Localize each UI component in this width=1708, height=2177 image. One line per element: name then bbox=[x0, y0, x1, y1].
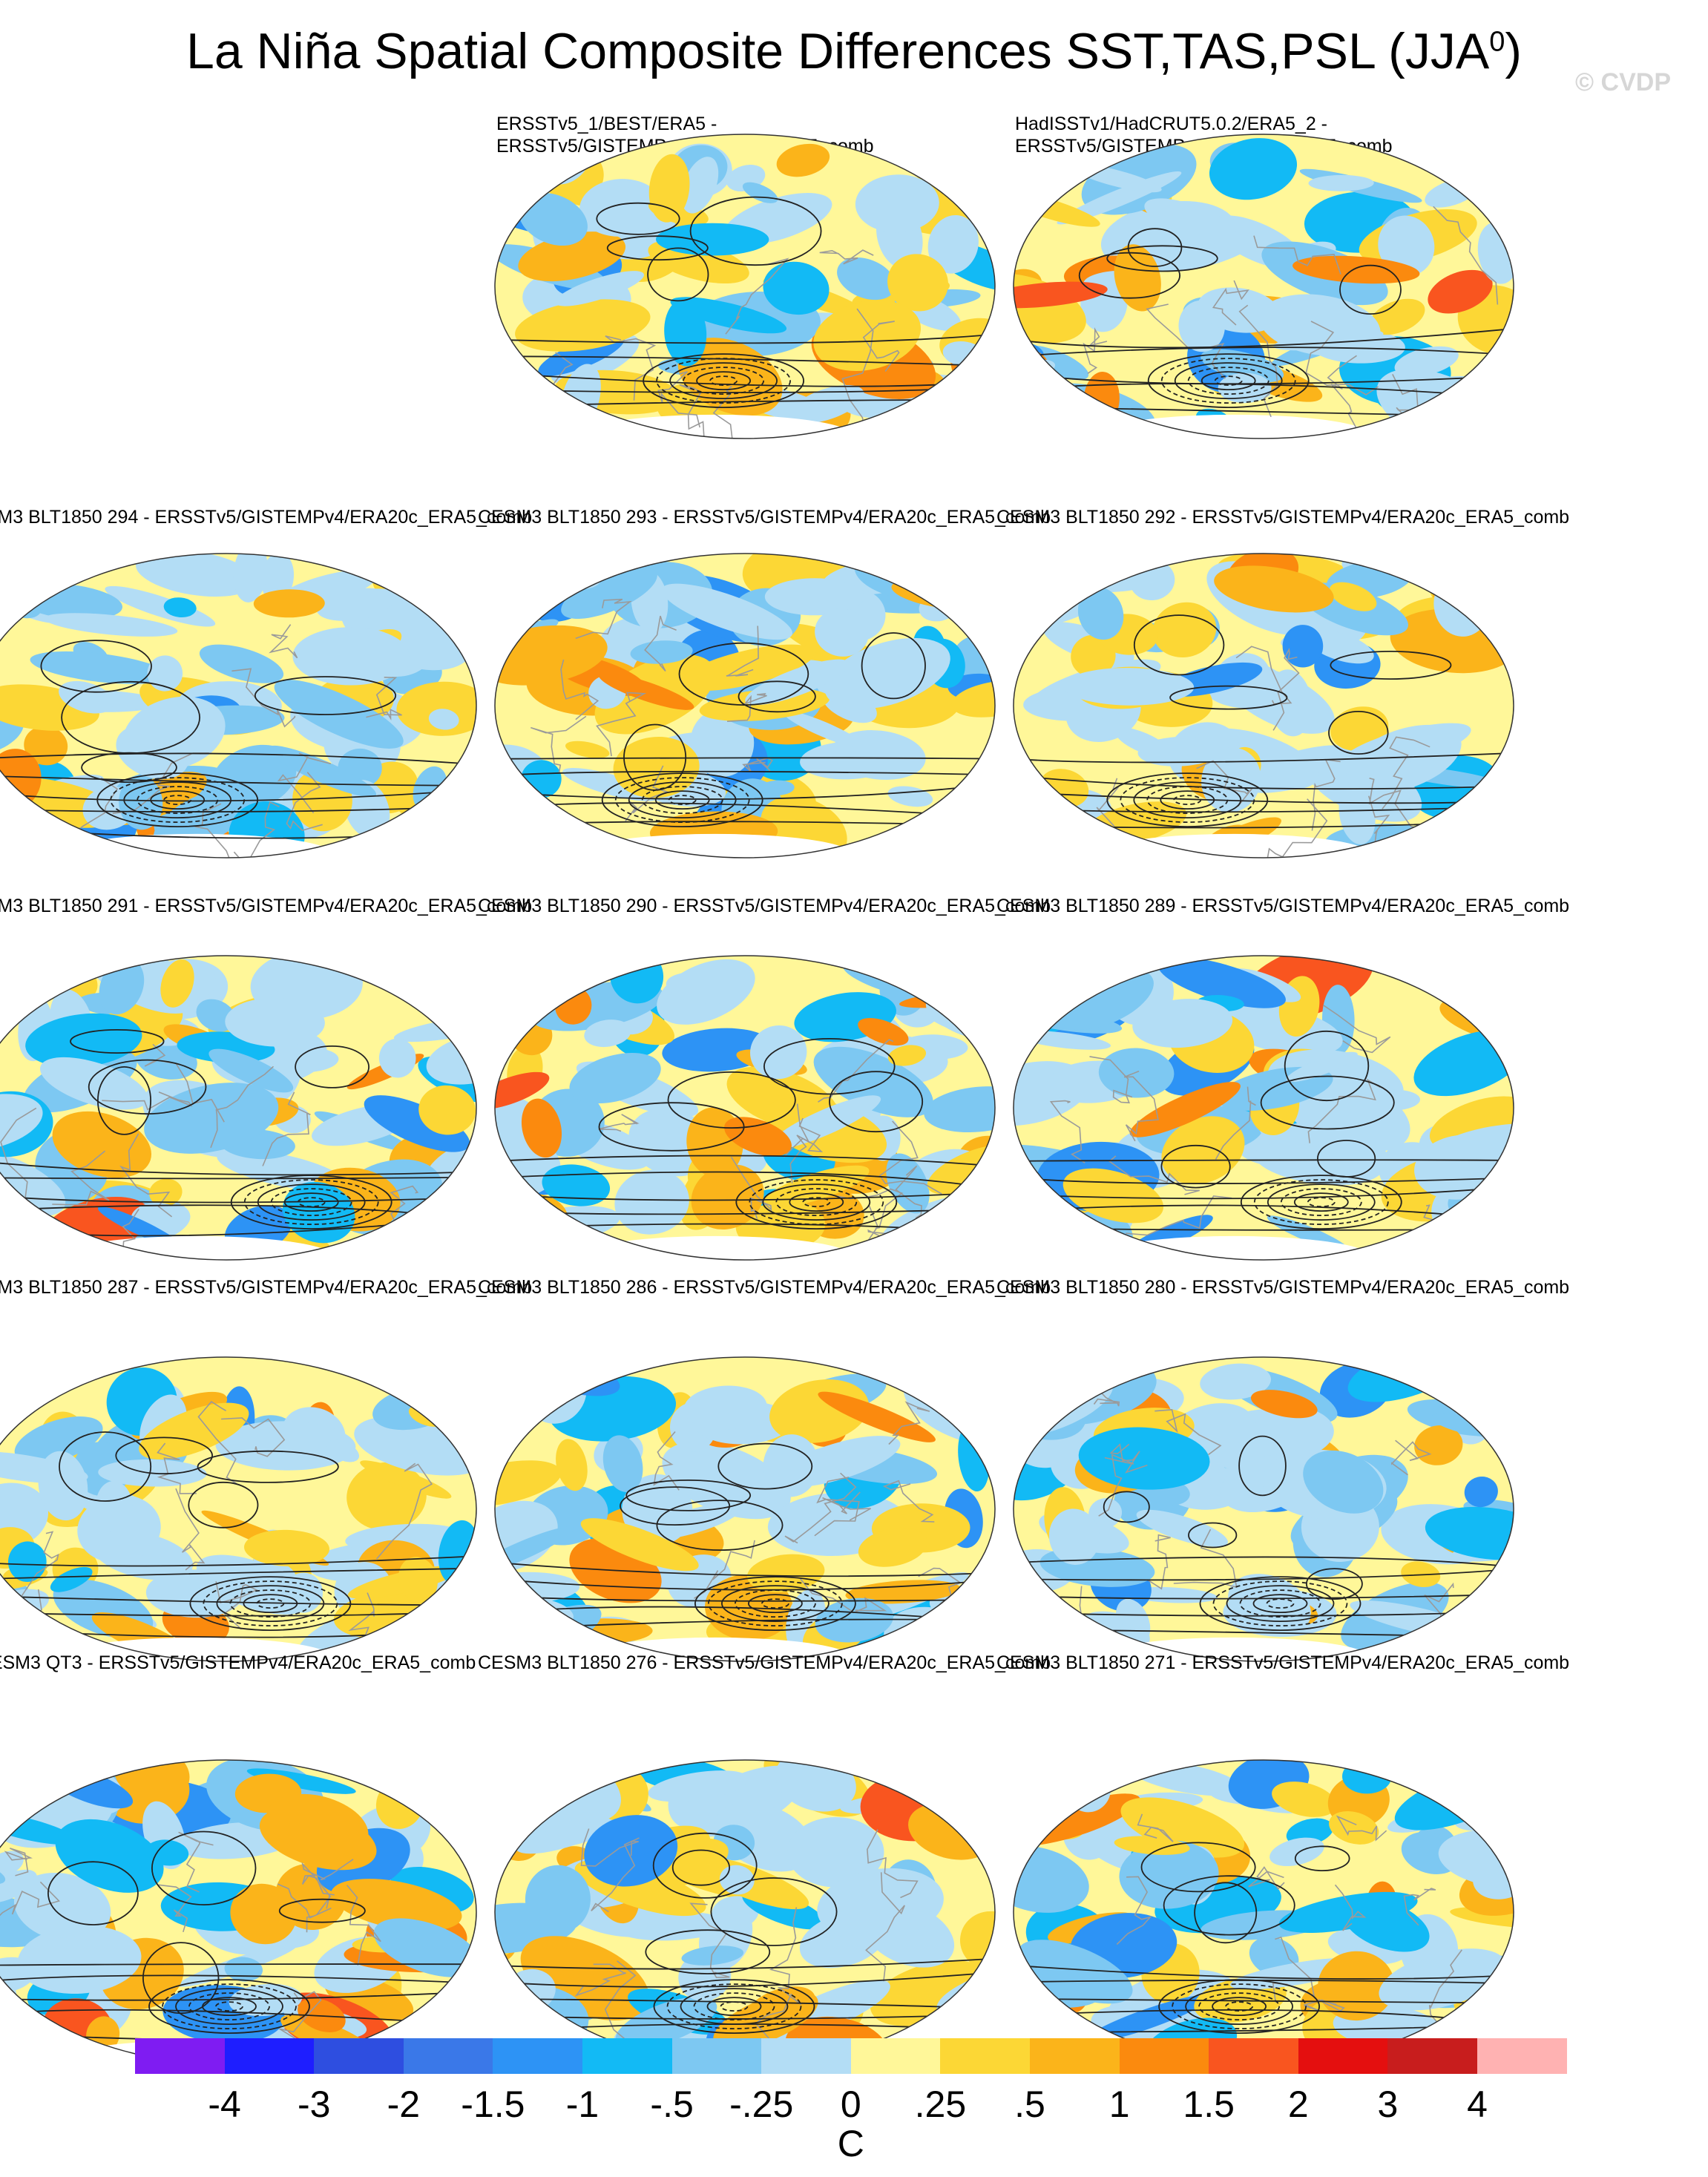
panel-title: CESM3 BLT1850 287 - ERSSTv5/GISTEMPv4/ER… bbox=[0, 1276, 533, 1298]
map-panel bbox=[1013, 1356, 1514, 1662]
panel-title-line: ERSSTv5_1/BEST/ERA5 - bbox=[496, 114, 717, 134]
panel-title-line: CESM3 BLT1850 293 - ERSSTv5/GISTEMPv4/ER… bbox=[478, 507, 1051, 528]
panel-title-line: CESM3 BLT1850 291 - ERSSTv5/GISTEMPv4/ER… bbox=[0, 896, 533, 916]
panel-title-line: CESM3 QT3 - ERSSTv5/GISTEMPv4/ERA20c_ERA… bbox=[0, 1652, 476, 1673]
figure-title: La Niña Spatial Composite Differences SS… bbox=[186, 23, 1522, 79]
map-panel bbox=[0, 1759, 477, 2065]
colorbar-swatch bbox=[1030, 2038, 1120, 2074]
panel-title: CESM3 BLT1850 292 - ERSSTv5/GISTEMPv4/ER… bbox=[996, 506, 1570, 528]
map-panel bbox=[1013, 955, 1514, 1261]
panel-title-line: CESM3 BLT1850 292 - ERSSTv5/GISTEMPv4/ER… bbox=[996, 507, 1570, 528]
colorbar-tick-label: -3 bbox=[297, 2084, 331, 2125]
panel-title: CESM3 BLT1850 276 - ERSSTv5/GISTEMPv4/ER… bbox=[478, 1652, 1051, 1674]
watermark: © CVDP bbox=[1575, 68, 1671, 96]
colorbar-tick-label: .25 bbox=[914, 2084, 967, 2125]
panel-title: CESM3 BLT1850 291 - ERSSTv5/GISTEMPv4/ER… bbox=[0, 895, 533, 917]
panel-title-line: CESM3 BLT1850 271 - ERSSTv5/GISTEMPv4/ER… bbox=[996, 1652, 1570, 1673]
map-panel bbox=[494, 553, 996, 858]
map-panel bbox=[0, 553, 477, 858]
colorbar-swatch bbox=[1387, 2038, 1478, 2074]
colorbar-tick-label: 0 bbox=[840, 2084, 861, 2125]
panel-title-line: CESM3 BLT1850 287 - ERSSTv5/GISTEMPv4/ER… bbox=[0, 1277, 533, 1298]
panel-title: CESM3 BLT1850 289 - ERSSTv5/GISTEMPv4/ER… bbox=[996, 895, 1570, 917]
panel-title: CESM3 BLT1850 280 - ERSSTv5/GISTEMPv4/ER… bbox=[996, 1276, 1570, 1298]
colorbar-tick-label: 1 bbox=[1108, 2084, 1130, 2125]
colorbar-tick-label: -1.5 bbox=[461, 2084, 525, 2125]
colorbar-swatch bbox=[940, 2038, 1031, 2074]
colorbar-tick-label: -.25 bbox=[729, 2084, 794, 2125]
map-panel bbox=[494, 1759, 996, 2065]
colorbar-swatch bbox=[582, 2038, 673, 2074]
colorbar-swatch bbox=[1209, 2038, 1299, 2074]
colorbar-swatch bbox=[314, 2038, 404, 2074]
colorbar-tick-label: 3 bbox=[1377, 2084, 1399, 2125]
panel-title: CESM3 BLT1850 293 - ERSSTv5/GISTEMPv4/ER… bbox=[478, 506, 1051, 528]
panel-title-line: CESM3 BLT1850 290 - ERSSTv5/GISTEMPv4/ER… bbox=[478, 896, 1051, 916]
map-panel bbox=[1013, 134, 1514, 439]
colorbar-swatch bbox=[850, 2038, 941, 2074]
colorbar-swatch bbox=[1477, 2038, 1568, 2074]
map-panel bbox=[494, 1356, 996, 1662]
colorbar-swatch bbox=[761, 2038, 852, 2074]
map-panel bbox=[494, 134, 996, 439]
colorbar-tick-label: 4 bbox=[1467, 2084, 1488, 2125]
panel-title-line: CESM3 BLT1850 276 - ERSSTv5/GISTEMPv4/ER… bbox=[478, 1652, 1051, 1673]
colorbar-tick-label: 1.5 bbox=[1183, 2084, 1235, 2125]
colorbar-tick-label: -1 bbox=[565, 2084, 600, 2125]
colorbar-swatch bbox=[403, 2038, 493, 2074]
colorbar-swatch bbox=[493, 2038, 583, 2074]
map-panel bbox=[0, 1356, 477, 1662]
map-panel bbox=[1013, 1759, 1514, 2065]
colorbar-swatch bbox=[224, 2038, 315, 2074]
panel-title-line: CESM3 BLT1850 294 - ERSSTv5/GISTEMPv4/ER… bbox=[0, 507, 533, 528]
map-panel bbox=[494, 955, 996, 1261]
colorbar-swatch bbox=[671, 2038, 762, 2074]
colorbar-tick-label: .5 bbox=[1014, 2084, 1045, 2125]
colorbar-swatch bbox=[1119, 2038, 1209, 2074]
panel-title-line: CESM3 BLT1850 289 - ERSSTv5/GISTEMPv4/ER… bbox=[996, 896, 1570, 916]
colorbar-swatch bbox=[135, 2038, 226, 2074]
map-panel bbox=[0, 955, 477, 1261]
panel-title: CESM3 BLT1850 286 - ERSSTv5/GISTEMPv4/ER… bbox=[478, 1276, 1051, 1298]
map-panel bbox=[1013, 553, 1514, 858]
colorbar-tick-label: -.5 bbox=[650, 2084, 694, 2125]
panel-title-line: HadISSTv1/HadCRUT5.0.2/ERA5_2 - bbox=[1015, 114, 1328, 134]
colorbar-tick-label: -2 bbox=[387, 2084, 421, 2125]
panel-title: CESM3 QT3 - ERSSTv5/GISTEMPv4/ERA20c_ERA… bbox=[0, 1652, 493, 1674]
panel-title: CESM3 BLT1850 290 - ERSSTv5/GISTEMPv4/ER… bbox=[478, 895, 1051, 917]
panel-title: CESM3 BLT1850 271 - ERSSTv5/GISTEMPv4/ER… bbox=[996, 1652, 1570, 1674]
colorbar-tick-label: -4 bbox=[208, 2084, 241, 2125]
colorbar-units: C bbox=[837, 2123, 864, 2164]
colorbar-swatch bbox=[1298, 2038, 1388, 2074]
panel-title-line: CESM3 BLT1850 280 - ERSSTv5/GISTEMPv4/ER… bbox=[996, 1277, 1570, 1298]
panel-title-line: CESM3 BLT1850 286 - ERSSTv5/GISTEMPv4/ER… bbox=[478, 1277, 1051, 1298]
panel-title: CESM3 BLT1850 294 - ERSSTv5/GISTEMPv4/ER… bbox=[0, 506, 533, 528]
colorbar-tick-label: 2 bbox=[1287, 2084, 1309, 2125]
